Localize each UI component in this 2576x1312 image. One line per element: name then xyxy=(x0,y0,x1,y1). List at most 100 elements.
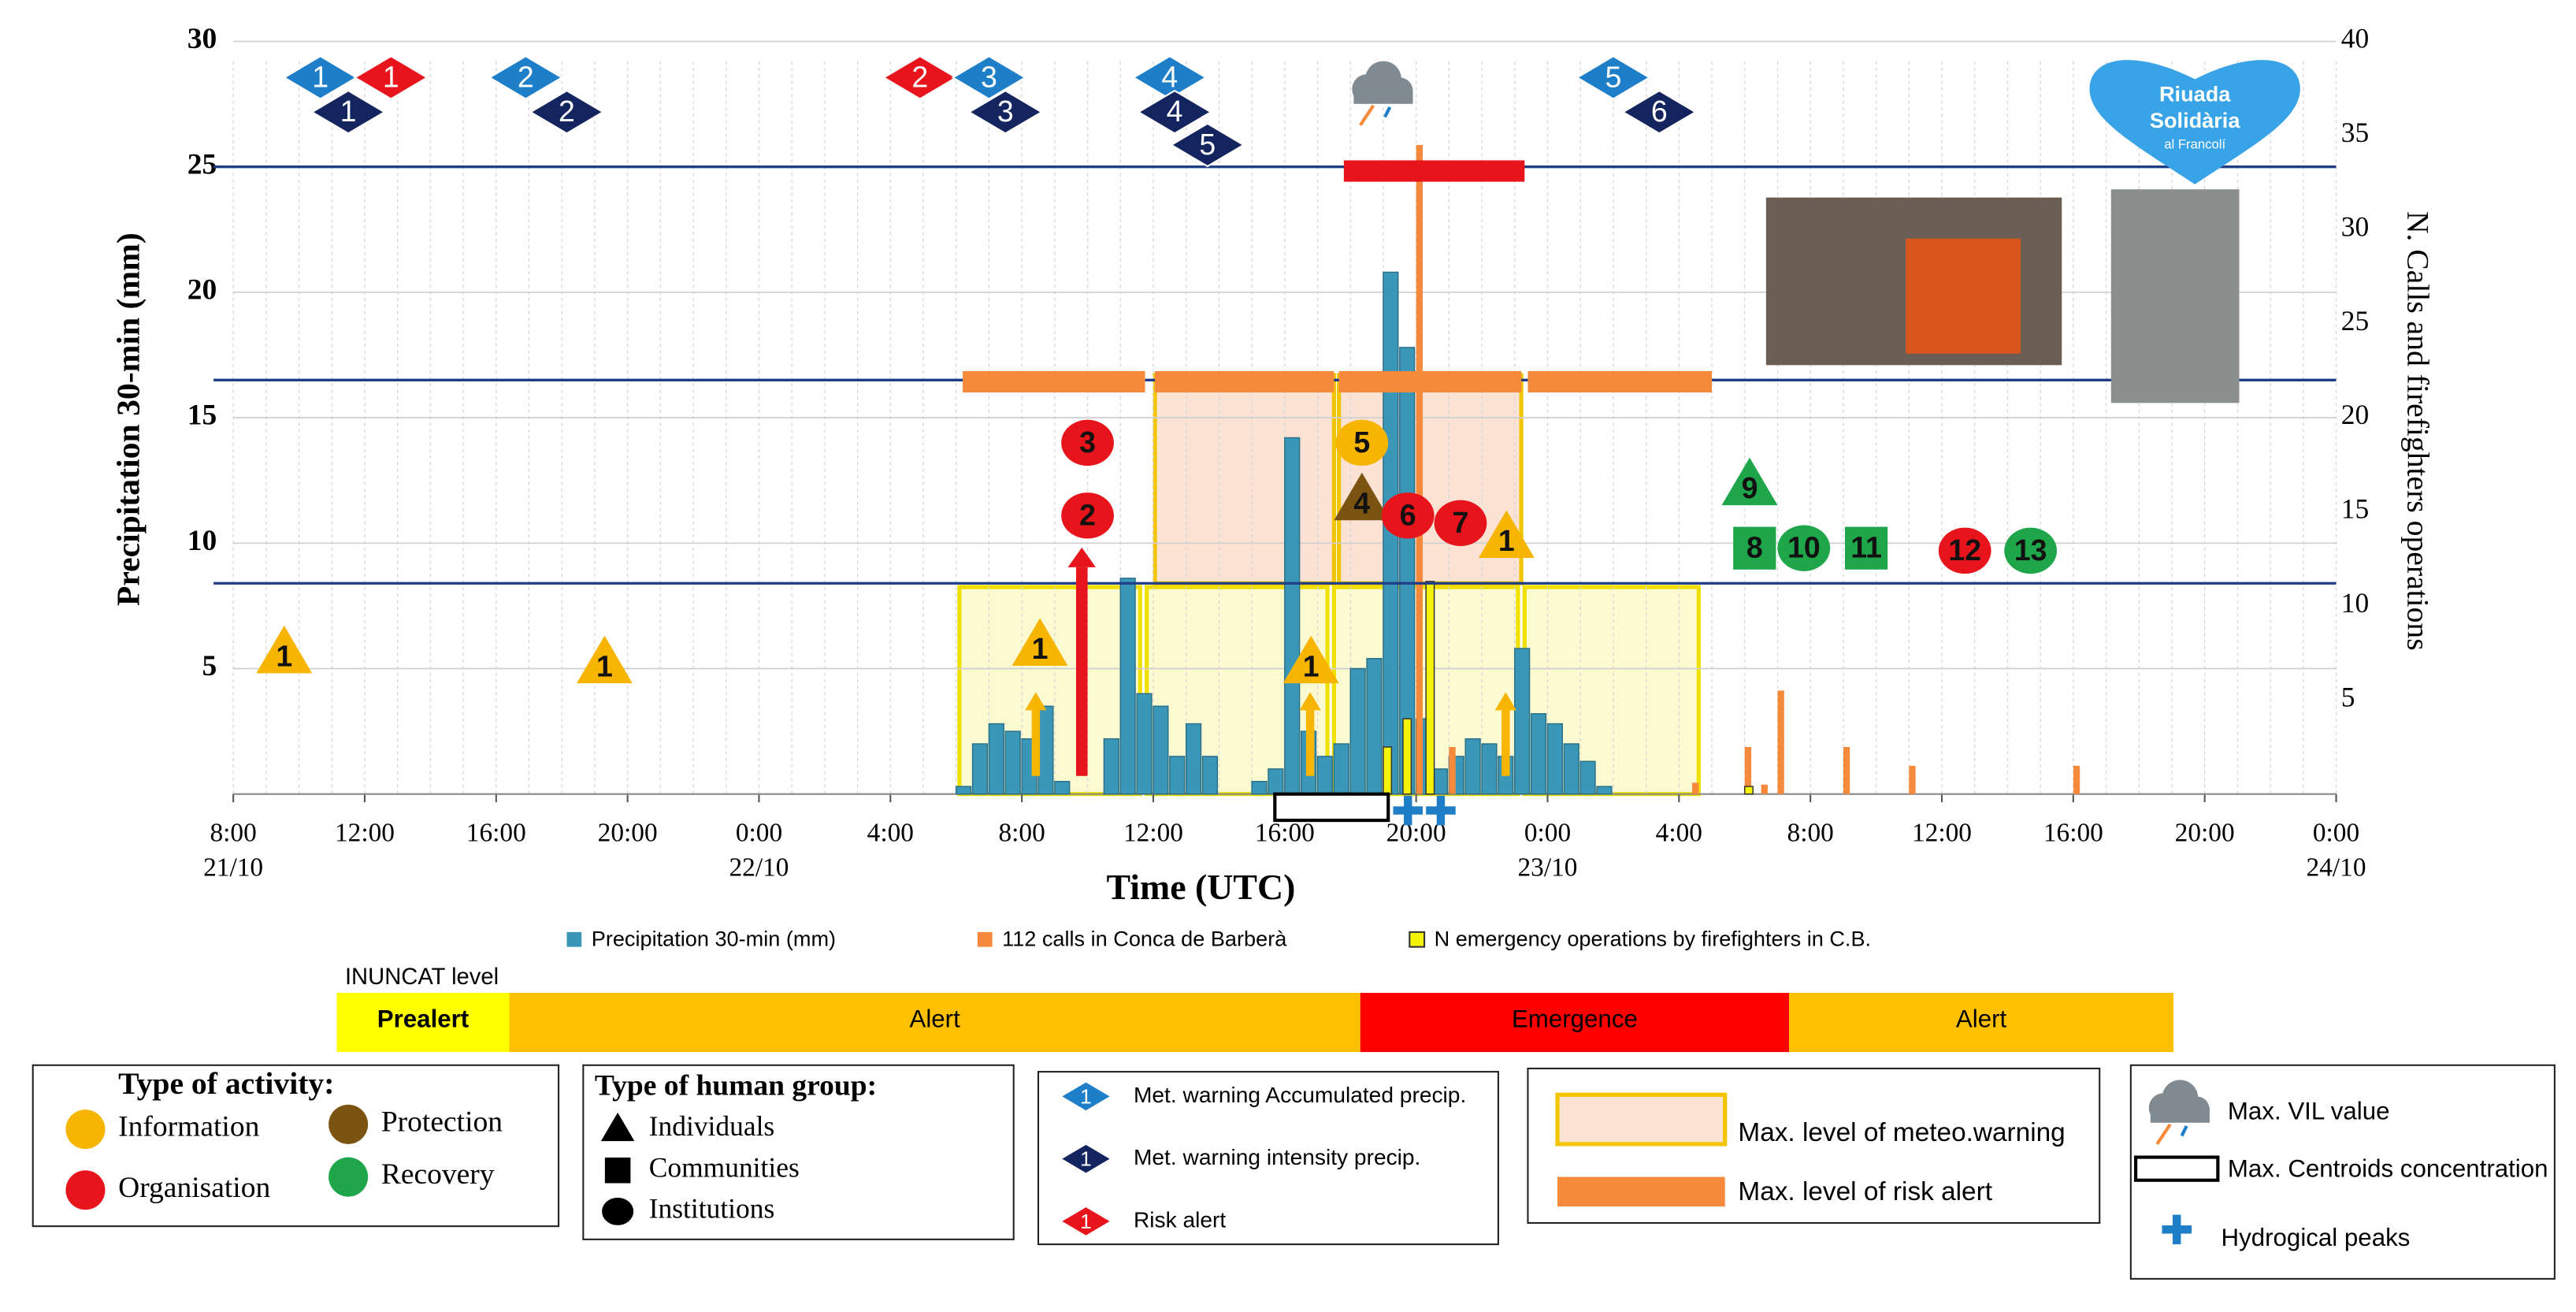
activity-marker: 2 xyxy=(1061,492,1114,539)
bar xyxy=(971,743,989,795)
diamond-label: 2 xyxy=(518,60,534,93)
warning-diamond: 2 xyxy=(488,55,564,100)
diamond xyxy=(353,55,429,100)
risk-alert-bar xyxy=(1343,160,1525,182)
diamond-label: 3 xyxy=(981,60,997,93)
x-date-label: 24/10 xyxy=(2307,853,2366,882)
diamond xyxy=(1131,55,1208,100)
x-tick-label: 0:00 xyxy=(1524,818,1571,847)
x-tick-label: 16:00 xyxy=(466,818,526,847)
bar xyxy=(1579,760,1596,795)
bar xyxy=(1563,743,1579,795)
diamond-label: 6 xyxy=(1651,95,1668,128)
x-date-label: 22/10 xyxy=(729,853,789,882)
lightning xyxy=(2155,1123,2172,1146)
cloud-base xyxy=(1353,89,1413,104)
legend-activity-swatch xyxy=(65,1170,106,1210)
x-tick-label: 0:00 xyxy=(2313,818,2359,847)
legend-label: Risk alert xyxy=(1134,1207,1226,1232)
legend-label: Max. Centroids concentration xyxy=(2228,1155,2548,1183)
vil-icon xyxy=(2148,1080,2210,1146)
triangle xyxy=(1721,457,1778,506)
bar xyxy=(1431,768,1449,795)
bar xyxy=(1153,705,1169,795)
bar xyxy=(1251,781,1268,795)
x-tick-label: 8:00 xyxy=(998,818,1045,847)
legend-swatch xyxy=(1409,931,1426,948)
y-axis-title: Precipitation 30-min (mm) xyxy=(110,232,147,606)
legend-label: Hydrogical peaks xyxy=(2222,1224,2411,1251)
bar xyxy=(1054,781,1071,795)
bar xyxy=(1464,738,1481,795)
activity-marker: 1 xyxy=(256,625,313,674)
logo-text: al Francolí xyxy=(2164,136,2225,151)
circle xyxy=(602,1197,634,1225)
marker-label: 12 xyxy=(1948,533,1981,567)
activity-marker: 12 xyxy=(1938,527,1991,574)
x-tick-label: 12:00 xyxy=(335,818,395,847)
lightning xyxy=(1359,104,1375,127)
diamond-label: 1 xyxy=(312,60,328,93)
diamond-label: 2 xyxy=(559,95,575,128)
arrow xyxy=(1299,692,1321,711)
y-tick-label: 25 xyxy=(187,148,217,180)
bar xyxy=(1004,730,1021,795)
activity-marker: 3 xyxy=(1061,419,1114,466)
inuncat-title: INUNCAT level xyxy=(345,964,499,990)
diamond-label: 1 xyxy=(1080,1084,1092,1108)
x-tick-label: 0:00 xyxy=(736,818,782,847)
warning-diamond: 3 xyxy=(967,89,1044,135)
x-tick-label: 8:00 xyxy=(1787,818,1834,847)
bar xyxy=(1366,658,1383,795)
photo-bottles xyxy=(2110,189,2240,403)
legend-label: 112 calls in Conca de Barberà xyxy=(1002,926,1287,950)
circle xyxy=(1777,525,1831,571)
triangle xyxy=(1011,618,1068,666)
marker-label: 1 xyxy=(1303,649,1320,682)
bar xyxy=(1284,437,1301,795)
legend-frame xyxy=(582,1064,1015,1240)
diamond xyxy=(1575,55,1651,100)
arrow xyxy=(1494,692,1516,711)
x-tick-label: 20:00 xyxy=(1386,818,1446,847)
y2-tick-label: 25 xyxy=(2341,305,2369,336)
bar xyxy=(1402,718,1412,795)
diamond-label: 1 xyxy=(1080,1147,1092,1171)
y2-tick-label: 40 xyxy=(2341,23,2369,54)
activity-marker xyxy=(600,1112,635,1142)
warning-diamond: 5 xyxy=(1169,122,1245,168)
bar xyxy=(1425,581,1435,795)
bar xyxy=(956,786,972,795)
diamond xyxy=(967,89,1044,135)
diamond-label: 4 xyxy=(1161,60,1178,93)
bar xyxy=(1744,746,1752,794)
diamond xyxy=(1059,1080,1113,1113)
square xyxy=(604,1157,631,1184)
marker-label: 13 xyxy=(2014,533,2047,567)
bar xyxy=(988,723,1004,795)
y2-tick-label: 10 xyxy=(2341,587,2369,619)
bar xyxy=(1349,667,1366,795)
y2-tick-label: 15 xyxy=(2341,493,2369,525)
bar xyxy=(1119,578,1136,795)
diamond xyxy=(488,55,564,100)
diamond-label: 1 xyxy=(383,60,399,93)
activity-marker: 10 xyxy=(1777,525,1831,571)
activity-marker: 1 xyxy=(1282,635,1339,684)
bar xyxy=(1169,756,1186,795)
triangle xyxy=(256,625,313,674)
activity-marker: 13 xyxy=(2004,527,2057,574)
legend-label: Communities xyxy=(649,1151,800,1183)
legend-label: Individuals xyxy=(649,1110,774,1142)
arrow xyxy=(1025,692,1047,711)
marker-label: 1 xyxy=(1032,632,1049,665)
risk-alert-bar xyxy=(1527,370,1713,393)
y2-axis-title: N. Calls and firefighters operations xyxy=(2401,211,2436,651)
bar xyxy=(1416,144,1423,794)
legend-risk-swatch xyxy=(1557,1176,1725,1207)
legend-activity-swatch xyxy=(328,1157,369,1197)
diamond xyxy=(529,89,605,135)
x-tick-label: 4:00 xyxy=(1656,818,1702,847)
diamond xyxy=(1137,89,1213,135)
